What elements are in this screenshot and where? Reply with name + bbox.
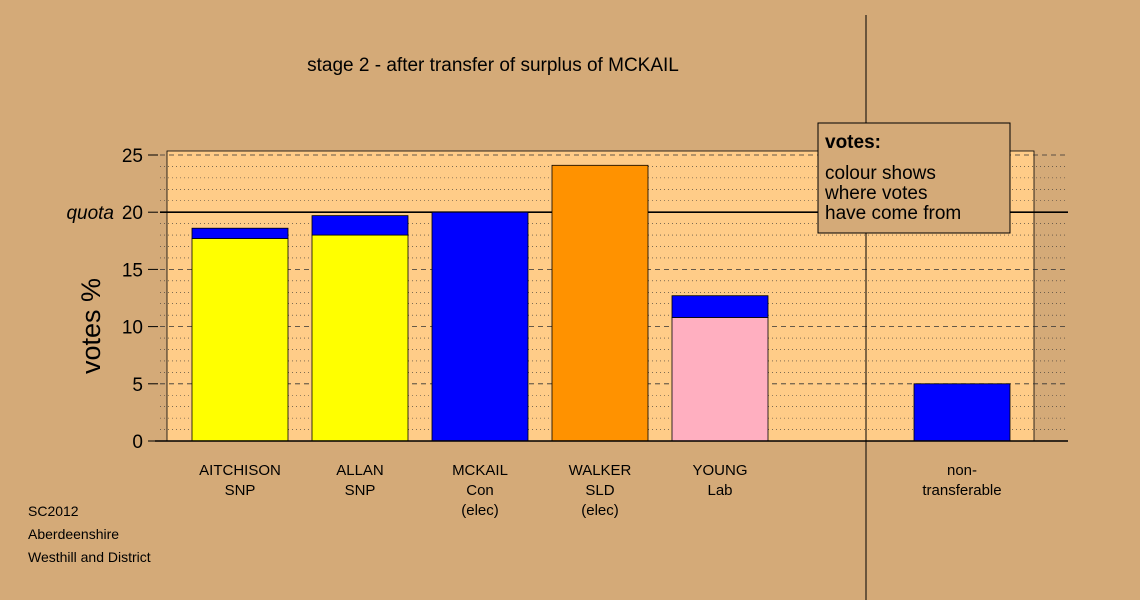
- bars: [191, 164, 1011, 442]
- candidate-mckail-sublabel: Con: [466, 482, 494, 499]
- legend-box: [817, 122, 1011, 234]
- candidate-young-sublabel: Lab: [707, 482, 732, 499]
- legend-line: colour shows: [825, 163, 936, 184]
- candidate-young-label: YOUNG: [692, 462, 747, 479]
- y-axis-ticks: 0 5 10 15 20 25: [122, 146, 158, 453]
- candidate-aitchison-label: AITCHISON: [199, 462, 281, 479]
- bar-young-own: [671, 317, 769, 442]
- bar-allan-own: [311, 234, 409, 442]
- bar-allan-transfer: [311, 215, 409, 236]
- x-axis-labels: AITCHISON SNP ALLAN SNP MCKAIL Con (elec) WALKE…: [199, 462, 1001, 519]
- non-transferable-sublabel: transferable: [922, 482, 1001, 499]
- candidate-walker-sublabel: (elec): [581, 502, 619, 519]
- candidate-allan-label: ALLAN: [336, 462, 384, 479]
- candidate-aitchison-sublabel: SNP: [225, 482, 256, 499]
- chart-title: stage 2 - after transfer of surplus of M…: [307, 55, 679, 76]
- footer-line: SC2012: [28, 503, 79, 519]
- bar-aitchison-transfer: [191, 227, 289, 239]
- footer-line: Westhill and District: [28, 549, 151, 565]
- bar-mckail-own: [431, 211, 529, 442]
- legend: votes: colour shows where votes have com…: [817, 122, 1011, 234]
- legend-line: where votes: [824, 183, 927, 204]
- quota-label: quota: [66, 203, 114, 224]
- non-transferable-label: non-: [947, 462, 977, 479]
- candidate-allan-sublabel: SNP: [345, 482, 376, 499]
- legend-title: votes:: [825, 132, 881, 153]
- footer-line: Aberdeenshire: [28, 526, 119, 542]
- y-tick-label: 20: [122, 203, 143, 224]
- footer: SC2012 Aberdeenshire Westhill and Distri…: [28, 503, 151, 565]
- bar-non-transferable: [913, 383, 1011, 442]
- candidate-walker-sublabel: SLD: [585, 482, 614, 499]
- bar-young-transfer: [671, 295, 769, 318]
- y-tick-label: 15: [122, 260, 143, 281]
- candidate-mckail-sublabel: (elec): [461, 502, 499, 519]
- y-tick-label: 25: [122, 146, 143, 167]
- y-tick-label: 5: [132, 375, 143, 396]
- y-axis-label: votes %: [76, 278, 106, 374]
- candidate-mckail-label: MCKAIL: [452, 462, 508, 479]
- y-tick-label: 0: [132, 432, 143, 453]
- legend-line: have come from: [825, 203, 961, 224]
- bar-aitchison-own: [191, 238, 289, 442]
- candidate-walker-label: WALKER: [569, 462, 632, 479]
- y-tick-label: 10: [122, 318, 143, 339]
- bar-walker-own: [551, 164, 649, 442]
